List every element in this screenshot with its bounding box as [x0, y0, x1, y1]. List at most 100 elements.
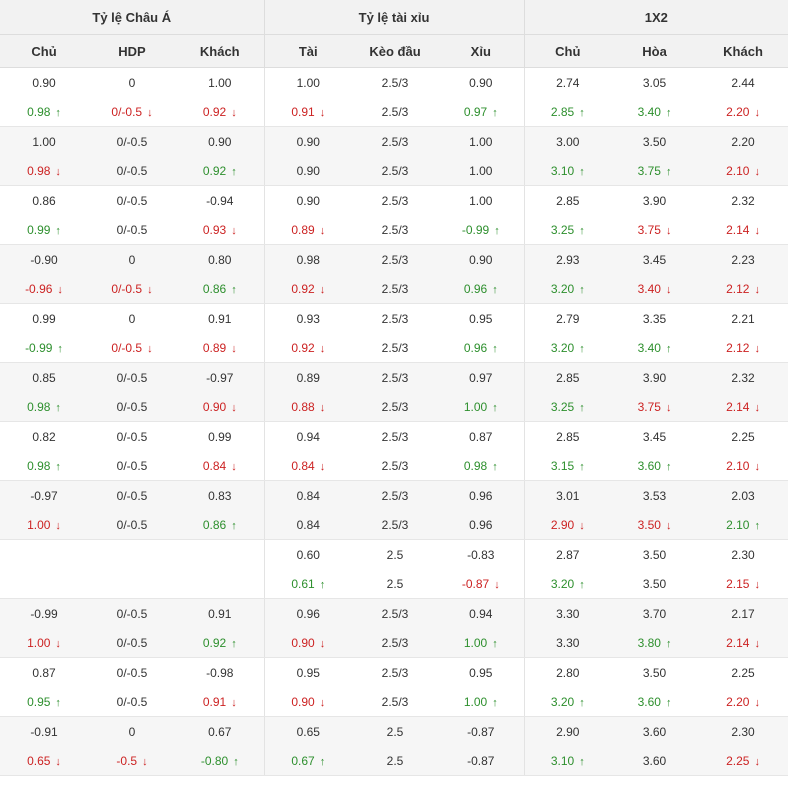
- odds-cell-ou-under: -0.87: [438, 746, 525, 776]
- odds-cell-x12-home: 3.25 ↑: [523, 392, 612, 422]
- odds-cell-ou-line: 2.5/3: [352, 687, 439, 717]
- arrow-down-icon: ↓: [665, 519, 672, 532]
- odds-cell-ou-under: 0.96: [438, 510, 525, 540]
- odds-value: -0.91: [30, 724, 58, 739]
- odds-value: 2.10: [726, 163, 750, 178]
- odds-cell-ou-under: 0.90: [438, 244, 525, 274]
- arrow-down-icon: ↓: [147, 106, 153, 119]
- odds-value: 0.90: [296, 193, 320, 208]
- odds-cell-ou-over: 0.90 ↓: [263, 687, 353, 717]
- odds-cell-x12-away: 2.12 ↓: [698, 274, 788, 304]
- table-row: 0.95 ↑ 0/-0.5 0.91 ↓ 0.90 ↓ 2.5/3 1.00 ↑ 3.20 ↑ 3.60…: [0, 687, 788, 717]
- arrow-down-icon: ↓: [231, 696, 237, 709]
- odds-value: 0/-0.5: [116, 694, 148, 709]
- odds-cell-asian-away: 0.91 ↓: [176, 687, 265, 717]
- col-header-line: Kèo đầu: [352, 34, 439, 68]
- arrow-down-icon: ↓: [55, 755, 61, 768]
- odds-value: 0.92: [202, 163, 227, 178]
- odds-cell-asian-home: 0.99: [0, 304, 88, 334]
- odds-cell-asian-hdp: 0/-0.5: [88, 687, 176, 717]
- odds-cell-ou-under: 0.96 ↑: [438, 274, 525, 304]
- odds-cell-x12-home: 2.85: [523, 421, 612, 451]
- odds-cell-x12-away: 2.03: [698, 480, 788, 510]
- odds-cell-asian-away: [176, 540, 264, 570]
- arrow-up-icon: ↑: [231, 637, 237, 650]
- odds-value: 0.65: [296, 724, 320, 739]
- odds-cell-x12-draw: 3.50: [611, 126, 699, 156]
- arrow-up-icon: ↑: [319, 755, 326, 768]
- odds-value: 2.90: [556, 724, 580, 739]
- odds-cell-asian-home: 0.98 ↑: [0, 97, 88, 127]
- odds-value: 3.40: [637, 281, 661, 296]
- odds-value: 0/-0.5: [116, 163, 148, 178]
- odds-value: -0.83: [467, 547, 495, 562]
- arrow-up-icon: ↑: [319, 578, 326, 591]
- odds-value: 0.90: [208, 134, 232, 149]
- odds-value: 2.12: [726, 340, 750, 355]
- arrow-down-icon: ↓: [142, 755, 148, 768]
- arrow-down-icon: ↓: [319, 224, 326, 237]
- odds-cell-ou-over: 0.65: [263, 716, 353, 746]
- odds-value: 3.60: [642, 753, 667, 768]
- odds-cell-x12-away: 2.20: [698, 126, 788, 156]
- odds-cell-x12-draw: 3.50: [611, 658, 698, 688]
- arrow-down-icon: ↓: [754, 460, 760, 473]
- table-row: 0.90 0 1.00 1.00 2.5/3 0.90 2.74 3.05 2.44: [0, 67, 788, 97]
- odds-cell-asian-hdp: 0/-0.5 ↓: [88, 274, 176, 304]
- odds-value: 2.5: [386, 547, 404, 562]
- odds-value: 0.90: [296, 134, 320, 149]
- odds-value: 0.95: [469, 311, 493, 326]
- odds-cell-asian-away: 0.91: [176, 598, 265, 628]
- odds-cell-x12-away: 2.25 ↓: [698, 746, 788, 776]
- odds-cell-asian-away: 0.91: [176, 304, 264, 334]
- col-header-under: Xỉu: [438, 34, 525, 68]
- odds-value: 3.00: [556, 134, 580, 149]
- odds-cell-asian-home: -0.90: [0, 244, 88, 274]
- odds-value: -0.94: [206, 193, 234, 208]
- odds-cell-x12-away: 2.10 ↓: [698, 451, 788, 481]
- odds-cell-asian-away: 0.90 ↓: [176, 392, 265, 422]
- odds-value: 0.89: [202, 340, 227, 355]
- odds-cell-x12-draw: 3.40 ↓: [611, 274, 699, 304]
- arrow-down-icon: ↓: [55, 637, 61, 650]
- odds-cell-asian-away: 0.67: [176, 716, 265, 746]
- odds-value: 3.45: [642, 429, 667, 444]
- odds-cell-asian-home: -0.99: [0, 598, 88, 628]
- odds-value: 0/-0.5: [116, 222, 148, 237]
- arrow-down-icon: ↓: [319, 696, 326, 709]
- odds-cell-asian-hdp: 0/-0.5: [88, 451, 176, 481]
- odds-value: 1.00: [469, 163, 493, 178]
- odds-value: 3.40: [637, 340, 661, 355]
- odds-value: 0: [128, 75, 136, 90]
- odds-cell-ou-line: 2.5: [352, 569, 439, 599]
- odds-value: 0.89: [296, 370, 320, 385]
- table-row: 0.61 ↑ 2.5 -0.87 ↓ 3.20 ↑ 3.50 2.15 ↓: [0, 569, 788, 599]
- odds-value: 3.75: [637, 163, 661, 178]
- odds-cell-asian-hdp: 0/-0.5: [88, 156, 176, 186]
- odds-value: 2.85: [556, 370, 580, 385]
- odds-value: 0.91: [208, 311, 232, 326]
- odds-value: 0.67: [208, 724, 232, 739]
- arrow-down-icon: ↓: [319, 342, 326, 355]
- odds-value: 0.96: [463, 340, 488, 355]
- odds-cell-x12-draw: 3.40 ↑: [611, 97, 699, 127]
- col-header-over: Tài: [263, 34, 353, 68]
- odds-value: 2.30: [731, 724, 755, 739]
- odds-value: 0.90: [202, 399, 227, 414]
- odds-cell-x12-draw: 3.75 ↓: [611, 215, 699, 245]
- odds-value: 0.98: [27, 399, 51, 414]
- odds-cell-asian-home: 0.98 ↑: [0, 392, 88, 422]
- odds-value: 3.30: [556, 606, 580, 621]
- odds-cell-x12-home: 2.74: [523, 67, 612, 97]
- odds-cell-ou-line: 2.5/3: [352, 510, 439, 540]
- odds-value: 0.60: [296, 547, 320, 562]
- odds-cell-x12-draw: 3.90: [611, 186, 698, 216]
- odds-cell-asian-hdp: 0/-0.5: [88, 392, 176, 422]
- odds-value: -0.5: [116, 753, 138, 768]
- odds-value: 1.00: [27, 517, 51, 532]
- odds-value: 0.96: [296, 606, 320, 621]
- odds-cell-asian-hdp: 0/-0.5 ↓: [88, 97, 176, 127]
- arrow-up-icon: ↑: [492, 696, 498, 709]
- odds-cell-x12-home: 3.30: [523, 598, 612, 628]
- odds-cell-ou-under: -0.87 ↓: [438, 569, 525, 599]
